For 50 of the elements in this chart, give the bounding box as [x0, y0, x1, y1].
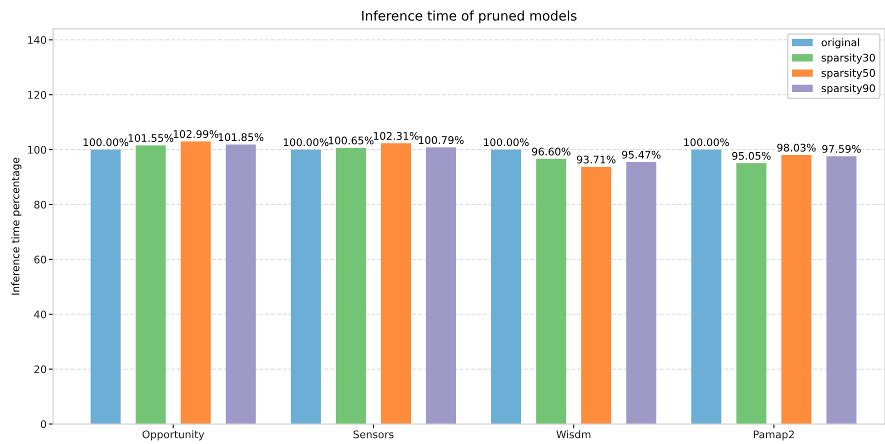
data-label: 100.00% [284, 138, 328, 146]
bar [380, 143, 411, 424]
data-label: 100.00% [484, 138, 529, 146]
data-label: 96.60% [532, 148, 570, 156]
data-label: 100.65% [328, 136, 374, 144]
y-tick-label: 80 [34, 200, 46, 209]
bar [536, 158, 566, 424]
y-tick-label: 120 [28, 90, 46, 99]
x-tick-label: Wisdm [556, 430, 590, 438]
data-label: 100.00% [684, 138, 729, 146]
legend-label: sparsity30 [822, 54, 875, 64]
data-label: 100.79% [418, 136, 464, 144]
bar [90, 150, 121, 424]
data-label: 95.47% [622, 150, 661, 159]
bar [691, 150, 722, 424]
bar [180, 141, 211, 424]
data-label: 98.03% [777, 144, 816, 152]
bar [826, 156, 856, 424]
data-label: 100.00% [84, 138, 128, 146]
bar [491, 150, 522, 424]
x-tick-label: Sensors [354, 430, 394, 438]
data-label: 93.71% [576, 156, 616, 164]
x-tick-label: Pamap2 [754, 430, 794, 440]
data-label: 101.55% [128, 134, 174, 142]
chart-title: Inference time of pruned models [362, 10, 577, 24]
bar [426, 147, 456, 424]
data-label: 95.05% [732, 152, 771, 160]
bar [781, 155, 812, 424]
data-label: 97.59% [822, 144, 861, 153]
x-tick-label: Opportunity [142, 430, 204, 440]
bar [581, 166, 612, 424]
y-tick-label: 40 [34, 310, 46, 318]
bar [336, 148, 366, 424]
y-tick-label: 0 [40, 420, 46, 428]
bar [136, 145, 166, 424]
bar [226, 144, 256, 424]
data-label: 102.99% [174, 130, 218, 138]
bar [290, 150, 321, 424]
y-tick-label: 60 [34, 256, 46, 264]
bar [626, 162, 656, 424]
data-label: 101.85% [218, 133, 264, 142]
bar [736, 163, 766, 424]
legend-label: sparsity90 [822, 84, 875, 94]
y-tick-label: 140 [28, 36, 46, 44]
legend-label: sparsity50 [822, 68, 875, 79]
data-label: 102.31% [374, 132, 419, 140]
legend-label: original [822, 38, 860, 48]
y-tick-label: 20 [34, 365, 46, 374]
y-tick-label: 100 [28, 146, 46, 154]
y-axis-title: Inference time percentage [11, 158, 22, 295]
